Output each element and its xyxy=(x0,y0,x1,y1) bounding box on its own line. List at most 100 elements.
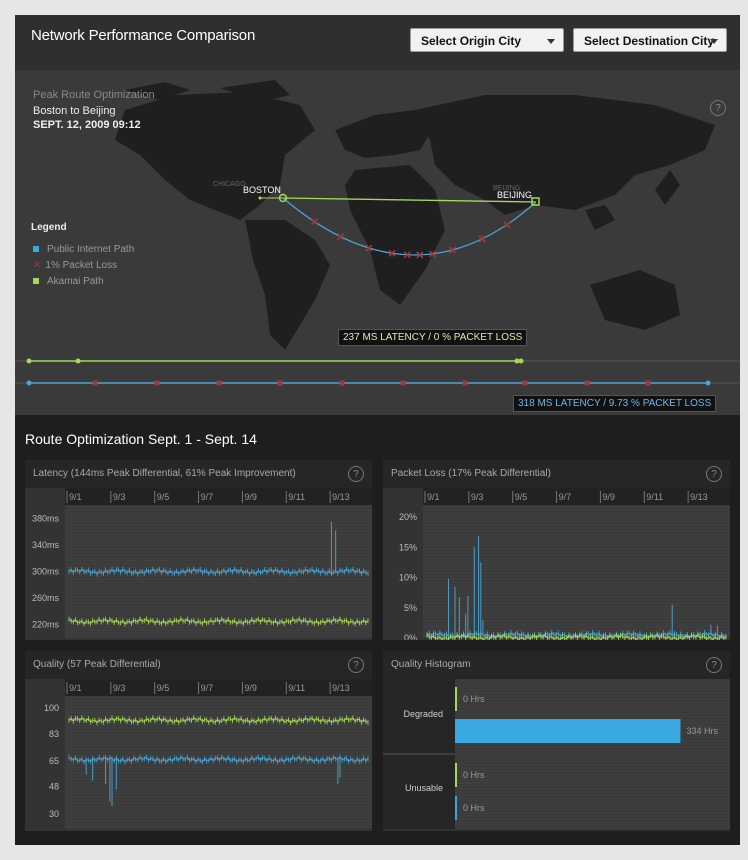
x-tick-label: 9/11 xyxy=(288,492,305,502)
continents xyxy=(115,80,715,350)
group-label: Unusable xyxy=(405,783,443,793)
x-tick-label: 9/5 xyxy=(157,683,170,693)
legend-label: Public Internet Path xyxy=(47,244,135,255)
x-tick-label: 9/1 xyxy=(69,683,82,693)
histogram-help-icon[interactable]: ? xyxy=(706,657,722,673)
y-tick-label: 48 xyxy=(49,782,59,792)
series-line xyxy=(68,616,369,627)
bar-value-label: 0 Hrs xyxy=(463,694,485,704)
quality-chart: 9/1 9/3 9/5 9/7 9/9 9/11 9/13 100 83 65 48 30 xyxy=(44,679,372,829)
series-path xyxy=(68,618,369,625)
x-tick-label: 9/9 xyxy=(244,683,257,693)
app-frame: Network Performance Comparison Select Or… xyxy=(15,15,740,845)
packet-loss-marker xyxy=(478,235,486,243)
map-help-icon[interactable]: ? xyxy=(710,100,726,116)
x-tick-label: 9/9 xyxy=(602,492,615,502)
timeline-loss-marker xyxy=(339,380,345,386)
packet-loss-marker xyxy=(336,233,345,241)
y-tick-label: 220ms xyxy=(32,620,60,630)
x-tick-label: 9/7 xyxy=(201,683,214,693)
histogram-bar xyxy=(455,687,457,711)
packet-loss-help-icon[interactable]: ? xyxy=(706,466,722,482)
y-tick-label: 30 xyxy=(49,809,59,819)
akamai-path-line xyxy=(282,197,537,203)
timeline-loss-marker xyxy=(645,380,651,386)
map-subtitle: Peak Route Optimization xyxy=(33,89,155,101)
y-tick-label: 15% xyxy=(399,542,417,552)
timeline-loss-marker xyxy=(154,380,160,386)
x-tick-label: 9/3 xyxy=(471,492,484,502)
x-tick-label: 9/1 xyxy=(69,492,82,502)
packet-loss-marker xyxy=(310,218,319,226)
boston-marker[interactable] xyxy=(278,193,288,203)
x-tick-label: 9/11 xyxy=(288,683,305,693)
packet-loss-markers xyxy=(310,218,511,259)
city-label-chicago: CHICAGO xyxy=(213,181,246,188)
latency-help-icon[interactable]: ? xyxy=(348,466,364,482)
x-tick-label: 9/13 xyxy=(690,492,708,502)
route-date: SEPT. 12, 2009 09:12 xyxy=(33,119,141,131)
chevron-down-icon xyxy=(547,39,555,44)
y-tick-label: 20% xyxy=(399,512,417,522)
histogram-chart: Degraded 0 Hrs 334 Hrs Unusable 0 Hrs 0 Hrs xyxy=(383,679,730,829)
x-tick-label: 9/13 xyxy=(332,683,350,693)
series-line xyxy=(68,754,369,807)
bar-value-label: 0 Hrs xyxy=(463,770,485,780)
quality-panel: Quality (57 Peak Differential) ? 9/1 9/3 9… xyxy=(25,651,372,831)
legend-item-public: Public Internet Path xyxy=(33,244,134,255)
y-tick-label: 300ms xyxy=(32,567,60,577)
packet-loss-panel: Packet Loss (17% Peak Differential) ? 9/… xyxy=(383,460,730,640)
world-map: CHICAGO BOSTON BEIJING BEIJING xyxy=(15,80,740,386)
route-optimization-section: Route Optimization Sept. 1 - Sept. 14 La… xyxy=(15,415,740,845)
y-tick-label: 340ms xyxy=(32,540,60,550)
legend-title: Legend xyxy=(31,222,67,233)
quality-help-icon[interactable]: ? xyxy=(348,657,364,673)
timeline-loss-marker xyxy=(277,380,283,386)
series-path xyxy=(426,634,727,640)
series-path xyxy=(426,536,727,639)
histogram-bar xyxy=(455,719,681,743)
x-tick-label: 9/9 xyxy=(244,492,257,502)
packet-loss-title: Packet Loss (17% Peak Differential) xyxy=(391,468,551,479)
latency-panel: Latency (144ms Peak Differential, 61% Pe… xyxy=(25,460,372,640)
destination-city-select[interactable]: Select Destination City xyxy=(573,28,727,52)
series-line xyxy=(426,632,727,640)
beijing-marker[interactable] xyxy=(531,197,540,206)
histogram-bar xyxy=(455,763,457,787)
header: Network Performance Comparison Select Or… xyxy=(15,15,740,71)
city-label-boston: BOSTON xyxy=(243,185,281,195)
chicago-marker[interactable] xyxy=(258,196,262,200)
packet-loss-marker xyxy=(448,246,457,254)
timeline-loss-marker xyxy=(462,380,468,386)
origin-city-label: Select Origin City xyxy=(421,34,522,48)
x-tick-label: 9/13 xyxy=(332,492,350,502)
origin-city-select[interactable]: Select Origin City xyxy=(410,28,564,52)
timeline-loss-marker xyxy=(584,380,590,386)
legend-item-packet-loss: ✕ 1% Packet Loss xyxy=(33,260,117,271)
group-label: Degraded xyxy=(403,709,443,719)
packet-loss-marker xyxy=(403,251,411,259)
x-mark-icon: ✕ xyxy=(33,260,42,271)
public-stats-badge: 318 MS LATENCY / 9.73 % PACKET LOSS xyxy=(513,395,717,412)
series-path xyxy=(68,521,369,576)
legend-item-akamai: Akamai Path xyxy=(33,276,104,287)
timeline-loss-marker xyxy=(92,380,98,386)
y-tick-label: 83 xyxy=(49,729,59,739)
destination-city-label: Select Destination City xyxy=(584,34,715,48)
x-tick-label: 9/5 xyxy=(515,492,528,502)
y-tick-label: 10% xyxy=(399,573,417,583)
x-tick-label: 9/11 xyxy=(646,492,663,502)
packet-loss-marker xyxy=(503,221,511,229)
latency-chart: 9/1 9/3 9/5 9/7 9/9 9/11 9/13 380ms 340ms 300ms 26… xyxy=(32,488,372,638)
bar-value-label: 0 Hrs xyxy=(463,803,485,813)
timeline-loss-markers xyxy=(92,380,651,386)
packet-loss-marker xyxy=(388,249,396,257)
city-label-beijing-small: BEIJING xyxy=(493,185,520,192)
page-title: Network Performance Comparison xyxy=(31,27,256,44)
bar-value-label: 334 Hrs xyxy=(686,726,718,736)
packet-loss-chart: 9/1 9/3 9/5 9/7 9/9 9/11 9/13 20% 15% 10% 5% 0% xyxy=(399,488,730,640)
x-tick-label: 9/7 xyxy=(559,492,572,502)
series-line xyxy=(68,521,369,577)
x-tick-label: 9/3 xyxy=(113,492,126,502)
y-tick-label: 0% xyxy=(404,633,417,640)
